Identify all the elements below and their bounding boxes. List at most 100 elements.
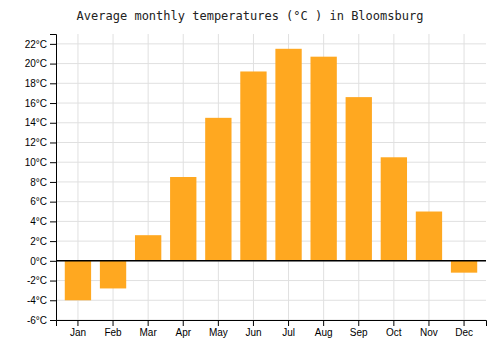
y-tick-label: 18°C xyxy=(25,78,47,89)
x-tick-label: Aug xyxy=(315,327,333,338)
y-tick-label: 22°C xyxy=(25,39,47,50)
y-tick: 16°C xyxy=(25,98,56,109)
x-tick-label: Mar xyxy=(140,327,158,338)
x-tick: Feb xyxy=(104,320,122,338)
x-tick: Jun xyxy=(245,320,261,338)
x-tick: Sep xyxy=(350,320,368,338)
y-tick: 12°C xyxy=(25,137,56,148)
grid-line-y xyxy=(56,201,486,202)
grid-line-y xyxy=(56,83,486,84)
bar xyxy=(310,57,336,261)
x-tick-mark xyxy=(218,320,219,326)
y-tick-mark xyxy=(50,162,56,163)
grid-line-y xyxy=(56,142,486,143)
baseline xyxy=(56,260,486,262)
y-tick-label: -2°C xyxy=(27,275,47,286)
y-tick-mark xyxy=(50,103,56,104)
grid-line-y xyxy=(56,122,486,123)
y-tick: -2°C xyxy=(27,275,56,286)
y-tick-mark xyxy=(50,261,56,262)
bar xyxy=(170,177,196,261)
grid-line-y xyxy=(56,103,486,104)
grid-line-y xyxy=(56,43,486,44)
y-tick-mark xyxy=(50,202,56,203)
title: Average monthly temperatures (°C ) in Bl… xyxy=(77,9,424,23)
x-tick-label: May xyxy=(209,327,228,338)
y-tick: 6°C xyxy=(30,196,56,207)
x-tick: Mar xyxy=(140,320,158,338)
y-tick-mark xyxy=(50,83,56,84)
y-tick-label: 6°C xyxy=(30,196,47,207)
grid-line-y xyxy=(56,260,486,261)
y-tick: -6°C xyxy=(27,315,56,326)
y-tick-mark xyxy=(50,281,56,282)
x-tick-label: Apr xyxy=(175,327,191,338)
x-tick-mark xyxy=(113,320,114,326)
bars xyxy=(56,49,486,300)
y-tick-mark xyxy=(50,123,56,124)
x-tick: Aug xyxy=(315,320,333,338)
y-tick-label: 0°C xyxy=(30,256,47,267)
y-axis: -6°C-4°C-2°C0°C2°C4°C6°C8°C10°C12°C14°C1… xyxy=(25,35,57,326)
y-tick-mark xyxy=(50,182,56,183)
y-tick: 0°C xyxy=(30,256,56,267)
bar xyxy=(240,71,266,260)
y-tick-label: 12°C xyxy=(25,137,47,148)
x-tick-mark xyxy=(183,320,184,326)
y-tick: -4°C xyxy=(27,295,56,306)
y-tick: 20°C xyxy=(25,58,56,69)
y-tick: 14°C xyxy=(25,117,56,128)
y-tick-label: 14°C xyxy=(25,117,47,128)
y-tick-label: -6°C xyxy=(27,315,47,326)
x-tick-label: Jan xyxy=(70,327,86,338)
grid-line-y xyxy=(56,300,486,301)
x-tick: Jul xyxy=(282,320,295,338)
y-tick: 8°C xyxy=(30,177,56,188)
bar xyxy=(100,261,126,289)
x-tick: Apr xyxy=(175,320,191,338)
x-tick-label: Dec xyxy=(455,327,473,338)
x-tick-label: Jun xyxy=(245,327,261,338)
grid-line-y xyxy=(56,63,486,64)
y-tick: 22°C xyxy=(25,39,56,50)
y-tick-mark xyxy=(50,241,56,242)
bar xyxy=(346,97,372,261)
y-tick-mark xyxy=(50,64,56,65)
x-tick-mark xyxy=(148,320,149,326)
x-tick-label: Nov xyxy=(420,327,438,338)
grid-line-x xyxy=(148,34,149,320)
x-tick-mark xyxy=(77,320,78,326)
x-tick-mark xyxy=(393,320,394,326)
x-tick: Nov xyxy=(420,320,438,338)
x-tick-mark xyxy=(288,320,289,326)
bar xyxy=(205,118,231,261)
y-tick-mark xyxy=(50,320,56,321)
y-tick-label: 20°C xyxy=(25,58,47,69)
bar xyxy=(275,49,301,261)
x-tick-mark xyxy=(358,320,359,326)
y-tick: 4°C xyxy=(30,216,56,227)
y-tick-mark xyxy=(50,44,56,45)
x-tick-label: Jul xyxy=(282,327,295,338)
x-tick: May xyxy=(209,320,228,338)
x-tick-mark xyxy=(253,320,254,326)
grid-line-x xyxy=(464,34,465,320)
bar xyxy=(65,261,91,300)
x-tick: Oct xyxy=(386,320,402,338)
plot: -6°C-4°C-2°C0°C2°C4°C6°C8°C10°C12°C14°C1… xyxy=(25,34,487,338)
grid-line-y xyxy=(56,162,486,163)
bar xyxy=(135,235,161,261)
grid-line-y xyxy=(56,181,486,182)
chart: Average monthly temperatures (°C ) in Bl… xyxy=(0,0,500,350)
y-tick-label: 8°C xyxy=(30,177,47,188)
bar xyxy=(451,261,477,273)
y-tick: 18°C xyxy=(25,78,56,89)
y-tick-label: 16°C xyxy=(25,98,47,109)
y-tick: 10°C xyxy=(25,157,56,168)
x-tick-label: Feb xyxy=(104,327,122,338)
y-tick-mark xyxy=(50,221,56,222)
y-tick-label: -4°C xyxy=(27,295,47,306)
y-axis-line xyxy=(50,35,57,321)
x-tick-mark xyxy=(428,320,429,326)
bar xyxy=(416,212,442,261)
